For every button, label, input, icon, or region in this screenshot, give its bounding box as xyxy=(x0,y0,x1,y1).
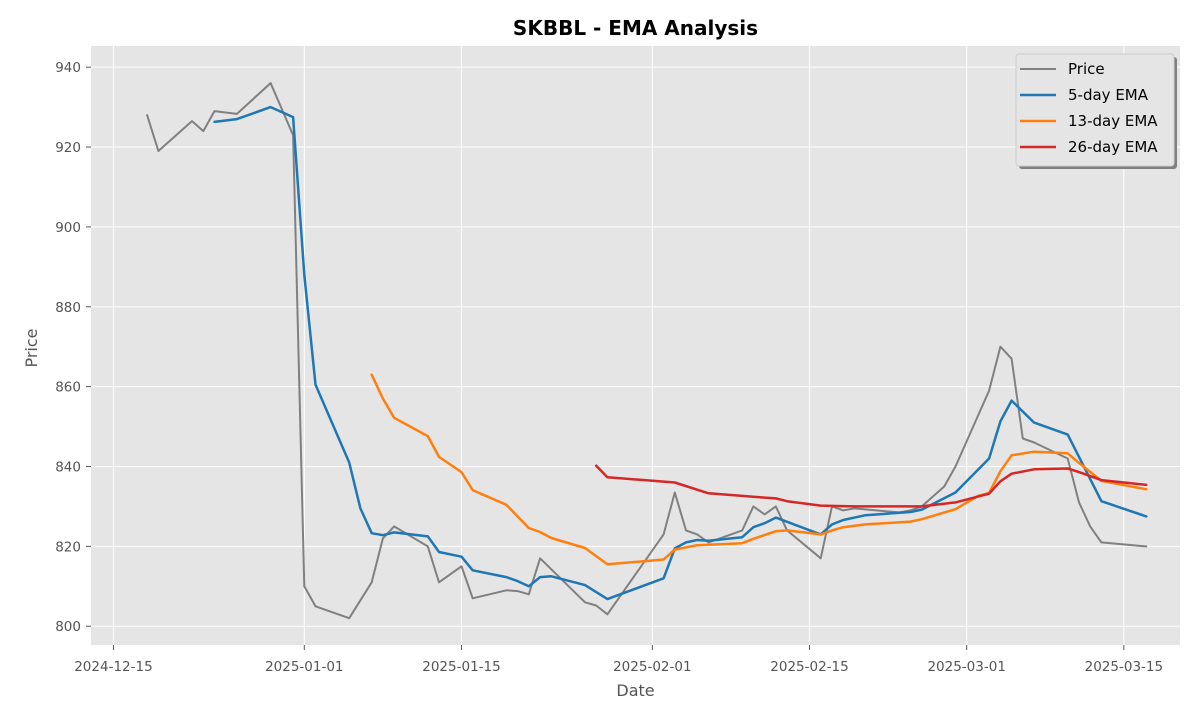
legend-box xyxy=(1015,53,1175,167)
y-tick-label: 880 xyxy=(55,300,81,316)
chart-title: SKBBL - EMA Analysis xyxy=(513,16,758,40)
series-line-26-day-ema xyxy=(594,464,1148,508)
y-axis-title: Price xyxy=(22,328,41,367)
legend-label: Price xyxy=(1068,60,1105,78)
x-tick-label: 2025-02-15 xyxy=(770,659,848,675)
y-tick-label: 800 xyxy=(55,619,81,635)
legend-label: 13-day EMA xyxy=(1068,112,1158,130)
x-tick-label: 2025-01-15 xyxy=(422,659,500,675)
axis-ticks: 800 820 840 860 880 900 920 940 2024-12-15 2025-0… xyxy=(55,60,1163,675)
y-tick-label: 860 xyxy=(55,380,81,396)
legend-label: 5-day EMA xyxy=(1068,86,1149,104)
series-line-price xyxy=(146,82,1148,620)
legend-label: 26-day EMA xyxy=(1068,138,1158,156)
x-tick-label: 2025-01-01 xyxy=(265,659,343,675)
y-tick-label: 940 xyxy=(55,60,81,76)
grid-lines xyxy=(91,46,1180,645)
x-tick-label: 2025-03-15 xyxy=(1085,659,1163,675)
y-tick-label: 920 xyxy=(55,140,81,156)
plot-area xyxy=(91,46,1180,645)
x-tick-label: 2025-03-01 xyxy=(927,659,1005,675)
x-tick-label: 2025-02-01 xyxy=(613,659,691,675)
legend: Price 5-day EMA 13-day EMA 26-day EMA xyxy=(1015,53,1177,169)
y-tick-label: 900 xyxy=(55,220,81,236)
series-lines xyxy=(146,82,1148,620)
series-line-13-day-ema xyxy=(370,373,1148,566)
x-axis-title: Date xyxy=(616,681,654,700)
y-tick-label: 820 xyxy=(55,539,81,555)
series-line-5-day-ema xyxy=(213,105,1148,601)
y-tick-label: 840 xyxy=(55,459,81,475)
x-tick-label: 2024-12-15 xyxy=(74,659,152,675)
